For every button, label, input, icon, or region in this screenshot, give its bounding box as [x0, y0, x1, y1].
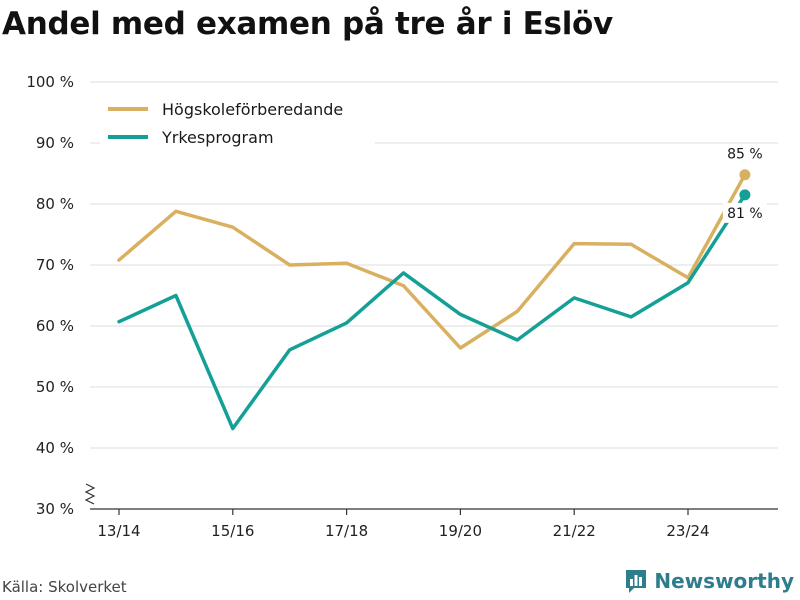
x-axis: [84, 483, 778, 510]
end-label-background: [722, 202, 767, 223]
y-axis-ticks: 30 % 40 % 50 % 60 % 70 % 80 % 90 % 100 %: [26, 73, 74, 518]
x-tick-label: 19/20: [439, 522, 482, 540]
grid-lines: [90, 81, 778, 449]
y-tick-label: 90 %: [36, 134, 74, 152]
legend-label: Högskoleförberedande: [162, 100, 343, 119]
series-lines: [117, 169, 751, 431]
x-tick-label: 21/22: [553, 522, 596, 540]
legend: Högskoleförberedande Yrkesprogram: [100, 94, 375, 150]
y-tick-label: 30 %: [36, 500, 74, 518]
y-tick-label: 100 %: [26, 73, 74, 91]
legend-label: Yrkesprogram: [161, 128, 274, 147]
series-end-point: [739, 189, 751, 201]
x-tick-label: 15/16: [211, 522, 254, 540]
y-tick-label: 40 %: [36, 439, 74, 457]
source-note: Källa: Skolverket: [2, 578, 127, 596]
brand-name: Newsworthy: [654, 569, 794, 593]
y-tick-label: 70 %: [36, 256, 74, 274]
bar-chart-logo-icon: [626, 570, 647, 593]
x-axis-ticks: 13/14 15/16 17/18 19/20 21/22 23/24: [97, 509, 710, 540]
legend-background: [100, 94, 375, 150]
end-label-hogskoleforberedande: 85 %: [727, 147, 763, 163]
series-end-point: [739, 169, 751, 181]
x-tick-label: 13/14: [97, 522, 140, 540]
x-tick-label: 17/18: [325, 522, 368, 540]
end-label-yrkesprogram: 81 %: [727, 206, 763, 222]
brand-logo[interactable]: Newsworthy: [624, 568, 794, 594]
end-labels: 85 % 81 %: [722, 147, 767, 223]
series-line-yrkesprogram: [117, 193, 747, 431]
x-tick-label: 23/24: [666, 522, 709, 540]
y-tick-label: 60 %: [36, 317, 74, 335]
y-tick-label: 80 %: [36, 195, 74, 213]
chart-title: Andel med examen på tre år i Eslöv: [2, 6, 613, 42]
axis-break-icon: [84, 483, 96, 505]
series-line-hogskoleforberedande: [117, 172, 747, 350]
y-tick-label: 50 %: [36, 378, 74, 396]
